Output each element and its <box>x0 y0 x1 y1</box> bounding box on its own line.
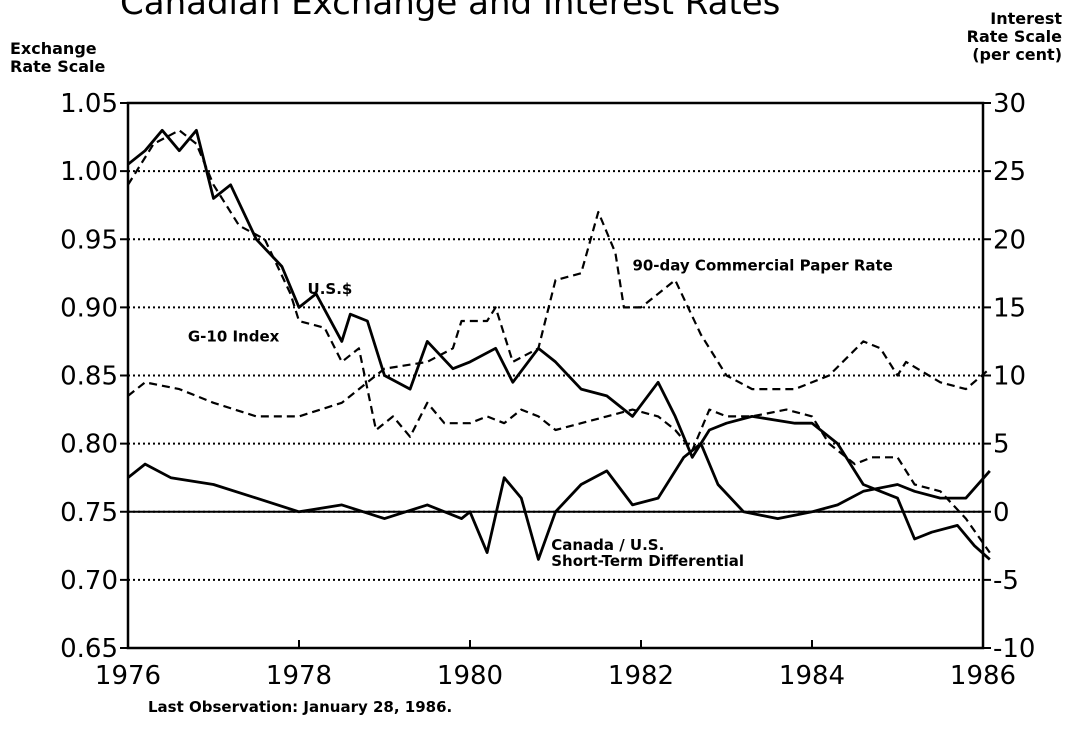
x-tick-label: 1984 <box>779 661 845 691</box>
footnote: Last Observation: January 28, 1986. <box>148 698 452 716</box>
series-line <box>127 442 991 561</box>
y2-tick-label: -5 <box>993 566 1019 596</box>
x-tick-label: 1982 <box>608 661 674 691</box>
x-tick-label: 1978 <box>266 661 332 691</box>
chart-title: Canadian Exchange and Interest Rates <box>120 0 780 23</box>
annotation: 90-day Commercial Paper Rate <box>632 257 892 275</box>
y-tick-label: 0.70 <box>60 566 118 596</box>
x-tick-label: 1986 <box>950 661 1016 691</box>
annotation: Canada / U.S. <box>551 536 664 554</box>
y-tick-label: 0.90 <box>60 293 118 323</box>
y-tick-label: 0.75 <box>60 498 118 528</box>
y-tick-label: 0.95 <box>60 225 118 255</box>
y-tick-label: 0.85 <box>60 362 118 392</box>
y-tick-label: 1.00 <box>60 157 118 187</box>
y2-tick-label: -10 <box>993 634 1035 664</box>
y2-tick-label: 5 <box>993 430 1010 460</box>
x-tick-label: 1976 <box>95 661 161 691</box>
y2-tick-label: 10 <box>993 362 1026 392</box>
annotation: U.S.$ <box>308 280 353 298</box>
annotation: Short-Term Differential <box>551 552 744 570</box>
y-axis-label: Rate Scale <box>10 57 105 76</box>
y2-axis-label: Rate Scale <box>967 27 1062 46</box>
y2-tick-label: 20 <box>993 225 1026 255</box>
x-tick-label: 1980 <box>437 661 503 691</box>
y-tick-label: 1.05 <box>60 89 118 119</box>
y2-axis-label: Interest <box>990 9 1062 28</box>
series-line <box>127 210 991 418</box>
y2-tick-label: 15 <box>993 293 1026 323</box>
y2-tick-label: 0 <box>993 498 1010 528</box>
y-axis-label: Exchange <box>10 39 97 58</box>
y-tick-label: 0.65 <box>60 634 118 664</box>
y2-axis-label: (per cent) <box>972 45 1062 64</box>
y2-tick-label: 25 <box>993 157 1026 187</box>
series-line <box>127 129 991 554</box>
y2-tick-label: 30 <box>993 89 1026 119</box>
y-tick-label: 0.80 <box>60 430 118 460</box>
annotation: G-10 Index <box>188 327 280 345</box>
